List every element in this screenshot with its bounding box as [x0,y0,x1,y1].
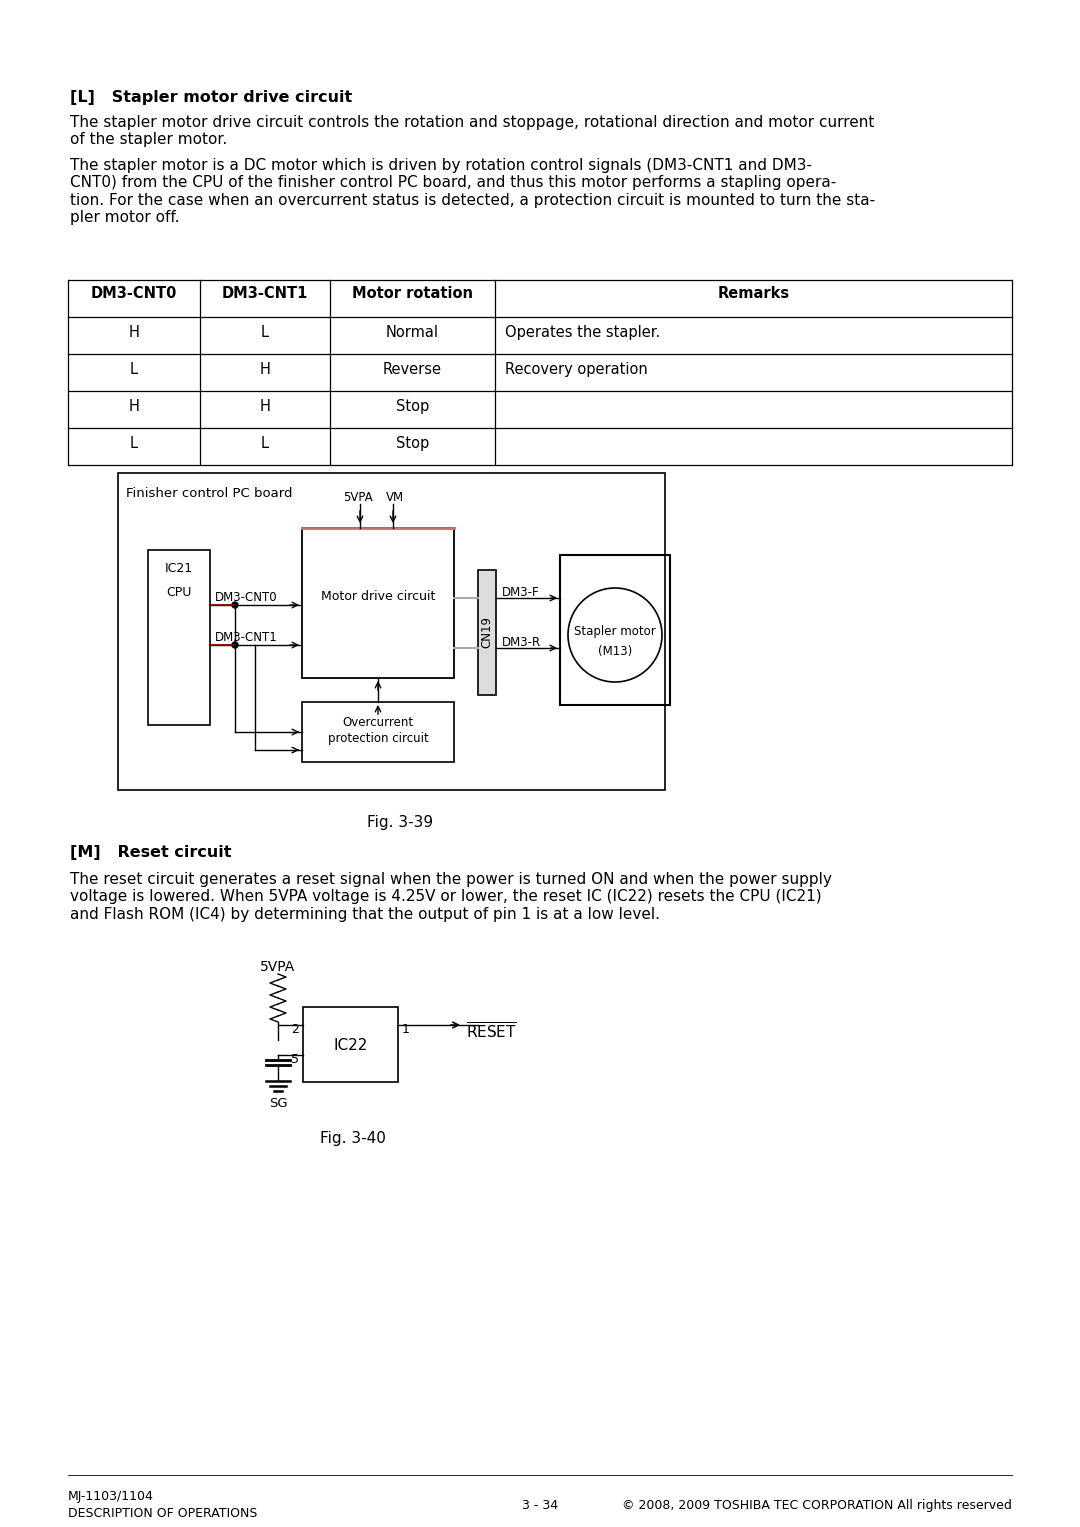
Text: VM: VM [386,492,404,504]
Text: SG: SG [269,1096,287,1110]
Text: H: H [259,362,270,377]
Text: IC22: IC22 [334,1038,367,1054]
Text: L: L [261,437,269,450]
Text: DM3-CNT0: DM3-CNT0 [215,591,278,605]
Text: 5VPA: 5VPA [343,492,373,504]
Text: IC21: IC21 [165,562,193,576]
Text: Reverse: Reverse [383,362,442,377]
Text: The stapler motor drive circuit controls the rotation and stoppage, rotational d: The stapler motor drive circuit controls… [70,115,875,148]
Text: CPU: CPU [166,586,191,599]
Bar [148,550,210,725]
Text: 5VPA: 5VPA [260,960,296,974]
Text: DM3-F: DM3-F [502,586,540,599]
Text: © 2008, 2009 TOSHIBA TEC CORPORATION All rights reserved: © 2008, 2009 TOSHIBA TEC CORPORATION All… [622,1500,1012,1512]
Bar [118,473,665,789]
Text: Normal: Normal [386,325,438,341]
Text: L: L [261,325,269,341]
Bar [302,702,454,762]
Text: Fig. 3-39: Fig. 3-39 [367,815,433,831]
Text: 3 - 34: 3 - 34 [522,1500,558,1512]
Text: DM3-CNT1: DM3-CNT1 [215,631,278,644]
Text: Motor rotation: Motor rotation [352,286,473,301]
Text: Operates the stapler.: Operates the stapler. [505,325,660,341]
Text: MJ-1103/1104: MJ-1103/1104 [68,1490,153,1503]
Text: Motor drive circuit: Motor drive circuit [321,589,435,603]
Text: H: H [129,399,139,414]
Text: Recovery operation: Recovery operation [505,362,648,377]
Text: L: L [130,362,138,377]
Text: DM3-CNT1: DM3-CNT1 [221,286,308,301]
Text: DESCRIPTION OF OPERATIONS: DESCRIPTION OF OPERATIONS [68,1507,257,1519]
Text: Finisher control PC board: Finisher control PC board [126,487,293,499]
Text: (M13): (M13) [598,644,632,658]
Text: Remarks: Remarks [717,286,789,301]
Text: 2: 2 [292,1023,299,1035]
Text: 1: 1 [402,1023,410,1035]
Text: L: L [130,437,138,450]
Text: $\overline{\mathrm{RESET}}$: $\overline{\mathrm{RESET}}$ [465,1022,517,1041]
Bar [302,528,454,678]
Circle shape [232,602,238,608]
Text: DM3-R: DM3-R [502,637,541,649]
Text: Overcurrent: Overcurrent [342,716,414,728]
Text: CN19: CN19 [481,617,494,649]
Text: H: H [129,325,139,341]
Circle shape [232,641,238,647]
Bar [303,1006,399,1083]
Text: [M]   Reset circuit: [M] Reset circuit [70,844,231,860]
Text: protection circuit: protection circuit [327,731,429,745]
Text: Stop: Stop [396,399,429,414]
Bar [478,570,496,695]
Text: Stop: Stop [396,437,429,450]
Text: DM3-CNT0: DM3-CNT0 [91,286,177,301]
Text: 5: 5 [291,1054,299,1066]
Text: [L]   Stapler motor drive circuit: [L] Stapler motor drive circuit [70,90,352,105]
Text: H: H [259,399,270,414]
Bar [561,554,670,705]
Text: Fig. 3-40: Fig. 3-40 [320,1132,386,1145]
Text: The reset circuit generates a reset signal when the power is turned ON and when : The reset circuit generates a reset sign… [70,872,832,922]
Text: Stapler motor: Stapler motor [575,625,656,638]
Text: The stapler motor is a DC motor which is driven by rotation control signals (DM3: The stapler motor is a DC motor which is… [70,157,875,224]
